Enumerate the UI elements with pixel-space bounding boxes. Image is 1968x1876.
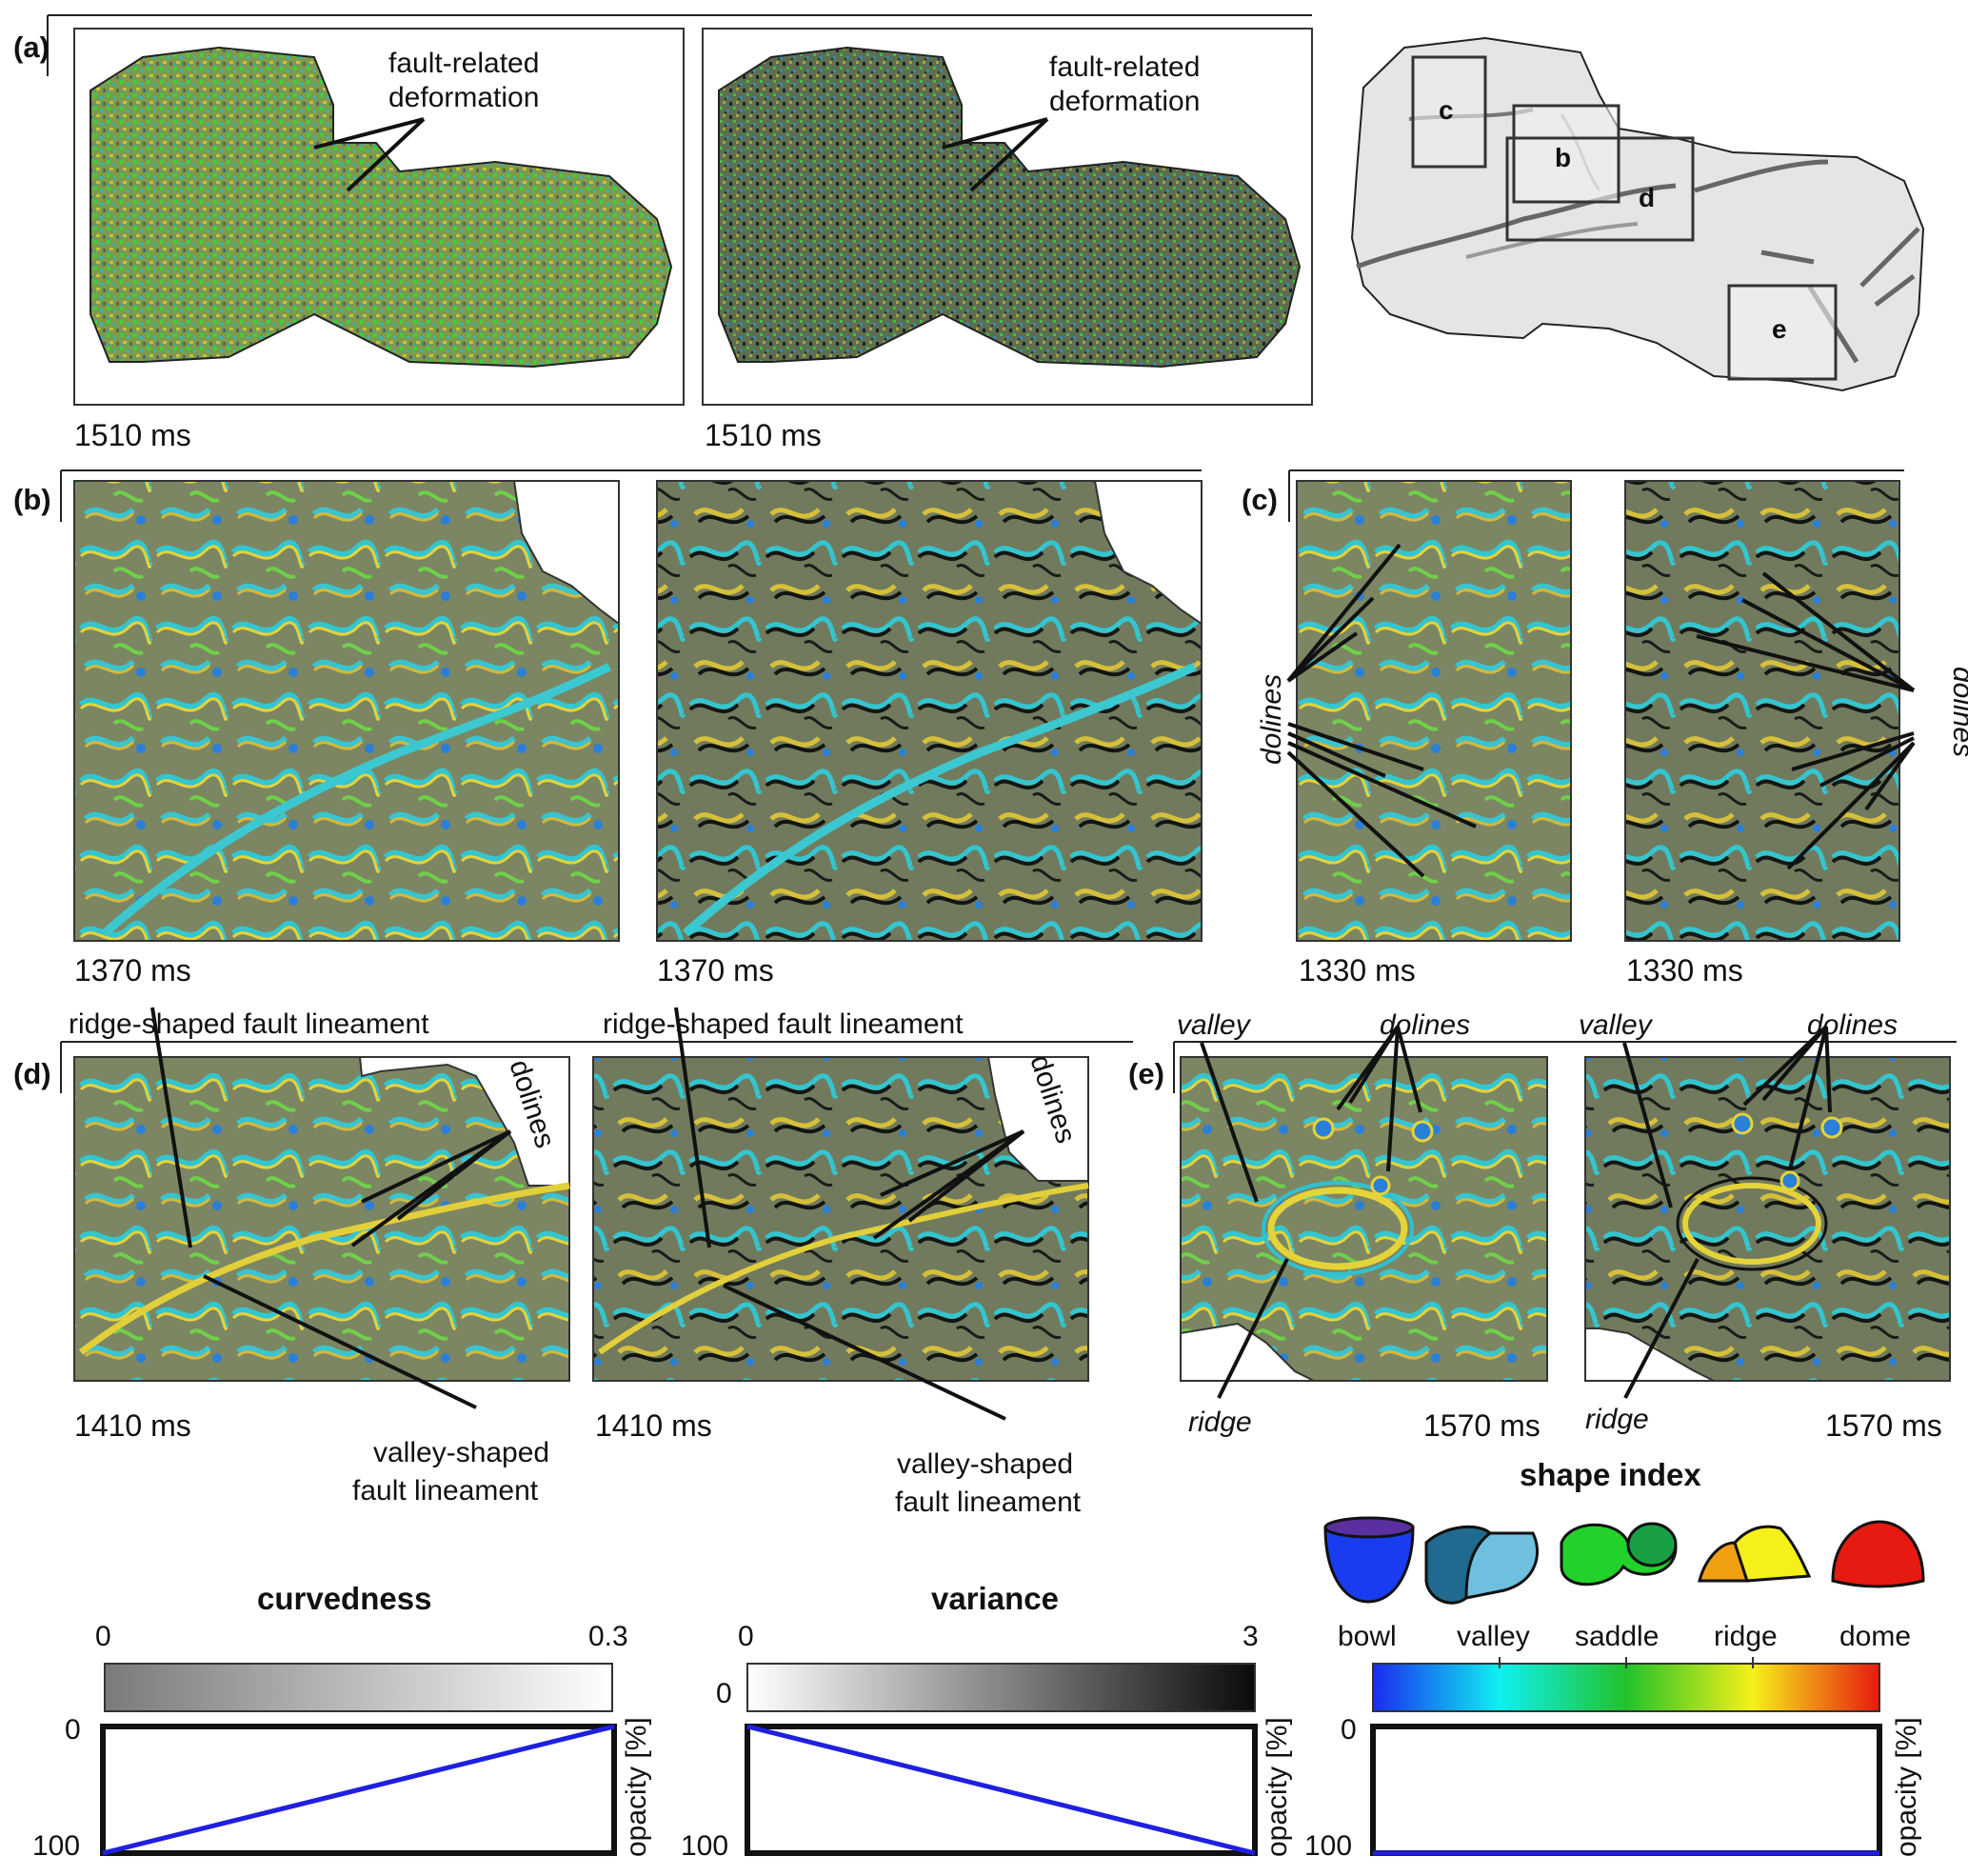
shape-opacity-axis: opacity [%] [1891, 1717, 1922, 1857]
d-left-time: 1410 ms [74, 1408, 191, 1443]
curvedness-opacity-axis: opacity [%] [621, 1717, 652, 1857]
a-left-annotation-1: fault-related [388, 48, 539, 79]
d-left-valley-label-1: valley-shaped [373, 1437, 549, 1468]
panel-e: (e) valley dolines ridge 1570 ms [1128, 1009, 1957, 1443]
d-right-ridge-label: ridge-shaped fault lineament [603, 1008, 964, 1040]
dome-icon [1831, 1520, 1925, 1588]
curvedness-opacity-top: 0 [65, 1714, 81, 1746]
panel-a-right-map: fault-related deformation 1510 ms [702, 28, 1313, 452]
variance-opacity-axis: opacity [%] [1262, 1717, 1293, 1857]
curvedness-title: curvedness [257, 1581, 431, 1616]
a-left-time: 1510 ms [74, 418, 191, 452]
panel-b-tag: (b) [13, 483, 51, 516]
d-right-image: ridge-shaped fault lineament valley-shap… [592, 1007, 1089, 1518]
saddle-icon [1560, 1522, 1678, 1587]
c-left-image: dolines 1330 ms [1256, 480, 1572, 988]
ridge-icon [1698, 1525, 1812, 1583]
variance-title: variance [931, 1581, 1059, 1616]
variance-opacity-top: 0 [716, 1678, 732, 1709]
d-right-time: 1410 ms [595, 1408, 712, 1443]
e-left-valley: valley [1177, 1009, 1252, 1041]
shape-class-valley: valley [1457, 1621, 1530, 1652]
panel-c-tag: (c) [1242, 483, 1278, 516]
a-left-annotation-2: deformation [388, 82, 539, 113]
panel-d-tag: (d) [13, 1057, 51, 1090]
a-right-annotation-2: deformation [1049, 86, 1200, 117]
shape-opacity-top: 0 [1341, 1714, 1357, 1746]
a-right-annotation-1: fault-related [1049, 51, 1200, 83]
e-right-ridge: ridge [1585, 1404, 1649, 1435]
e-left-dolines: dolines [1380, 1009, 1470, 1041]
panel-a-tag: (a) [13, 30, 50, 64]
variance-max: 3 [1242, 1621, 1259, 1652]
panel-a: (a) fault-related deformation 1510 ms fa… [13, 14, 1925, 452]
colorbar-curvedness: curvedness 0 0.3 0 100 opacity [%] [32, 1581, 652, 1862]
colorbar-variance: variance 0 3 0 100 opacity [%] [681, 1581, 1293, 1862]
c-left-dolines: dolines [1256, 674, 1287, 765]
d-left-valley-label-2: fault lineament [352, 1475, 539, 1507]
curvedness-opacity-bottom: 100 [32, 1830, 80, 1862]
b-left-image: 1370 ms [73, 480, 620, 988]
c-right-image: dolines 1330 ms [1624, 480, 1968, 988]
a-right-time: 1510 ms [705, 418, 822, 452]
e-right-image: valley dolines ridge 1570 ms [1579, 1009, 1951, 1443]
shape-class-bowl: bowl [1338, 1621, 1397, 1652]
e-right-valley: valley [1579, 1009, 1654, 1041]
panel-c: (c) dolines 1330 ms dolines 1330 ms [1242, 469, 1968, 988]
shape-class-saddle: saddle [1575, 1621, 1659, 1652]
index-label-b: b [1555, 143, 1571, 172]
curvedness-min: 0 [95, 1621, 111, 1652]
panel-a-left-map: fault-related deformation 1510 ms [73, 28, 685, 452]
bowl-icon [1323, 1516, 1415, 1604]
valley-icon [1424, 1525, 1540, 1605]
e-left-time: 1570 ms [1423, 1408, 1541, 1443]
d-right-valley-label-2: fault lineament [895, 1487, 1082, 1518]
c-right-time: 1330 ms [1626, 953, 1743, 988]
shape-index-title: shape index [1520, 1457, 1701, 1492]
c-right-dolines: dolines [1947, 667, 1968, 757]
index-label-c: c [1439, 95, 1454, 125]
shape-class-ridge: ridge [1714, 1621, 1778, 1652]
variance-opacity-bottom: 100 [681, 1830, 728, 1862]
b-right-time: 1370 ms [657, 953, 774, 988]
b-right-image: 1370 ms [656, 480, 1203, 988]
index-label-e: e [1772, 314, 1787, 344]
d-left-ridge-label: ridge-shaped fault lineament [69, 1008, 429, 1040]
panel-e-tag: (e) [1128, 1057, 1164, 1090]
index-label-d: d [1639, 183, 1655, 212]
panel-a-index-map: c b d e [1350, 36, 1925, 392]
d-right-dolines: dolines [1024, 1051, 1082, 1148]
panel-d: (d) ridge-shaped fault lineament valley-… [13, 1007, 1133, 1518]
colorbar-shape-index: shape index bowl valley saddle ridge dom… [1304, 1457, 1925, 1862]
d-left-image: ridge-shaped fault lineament valley-shap… [69, 1007, 570, 1507]
e-right-time: 1570 ms [1825, 1408, 1942, 1443]
shape-opacity-bottom: 100 [1304, 1830, 1352, 1862]
c-left-time: 1330 ms [1299, 953, 1416, 988]
variance-min: 0 [738, 1621, 754, 1652]
d-right-valley-label-1: valley-shaped [897, 1448, 1073, 1480]
panel-b: (b) 1370 ms 1370 ms [13, 469, 1203, 988]
curvedness-max: 0.3 [588, 1621, 628, 1652]
e-left-image: valley dolines ridge 1570 ms [1177, 1009, 1548, 1443]
shape-class-dome: dome [1839, 1621, 1911, 1652]
e-right-dolines: dolines [1807, 1009, 1898, 1041]
b-left-time: 1370 ms [74, 953, 191, 988]
e-left-ridge: ridge [1188, 1407, 1252, 1438]
